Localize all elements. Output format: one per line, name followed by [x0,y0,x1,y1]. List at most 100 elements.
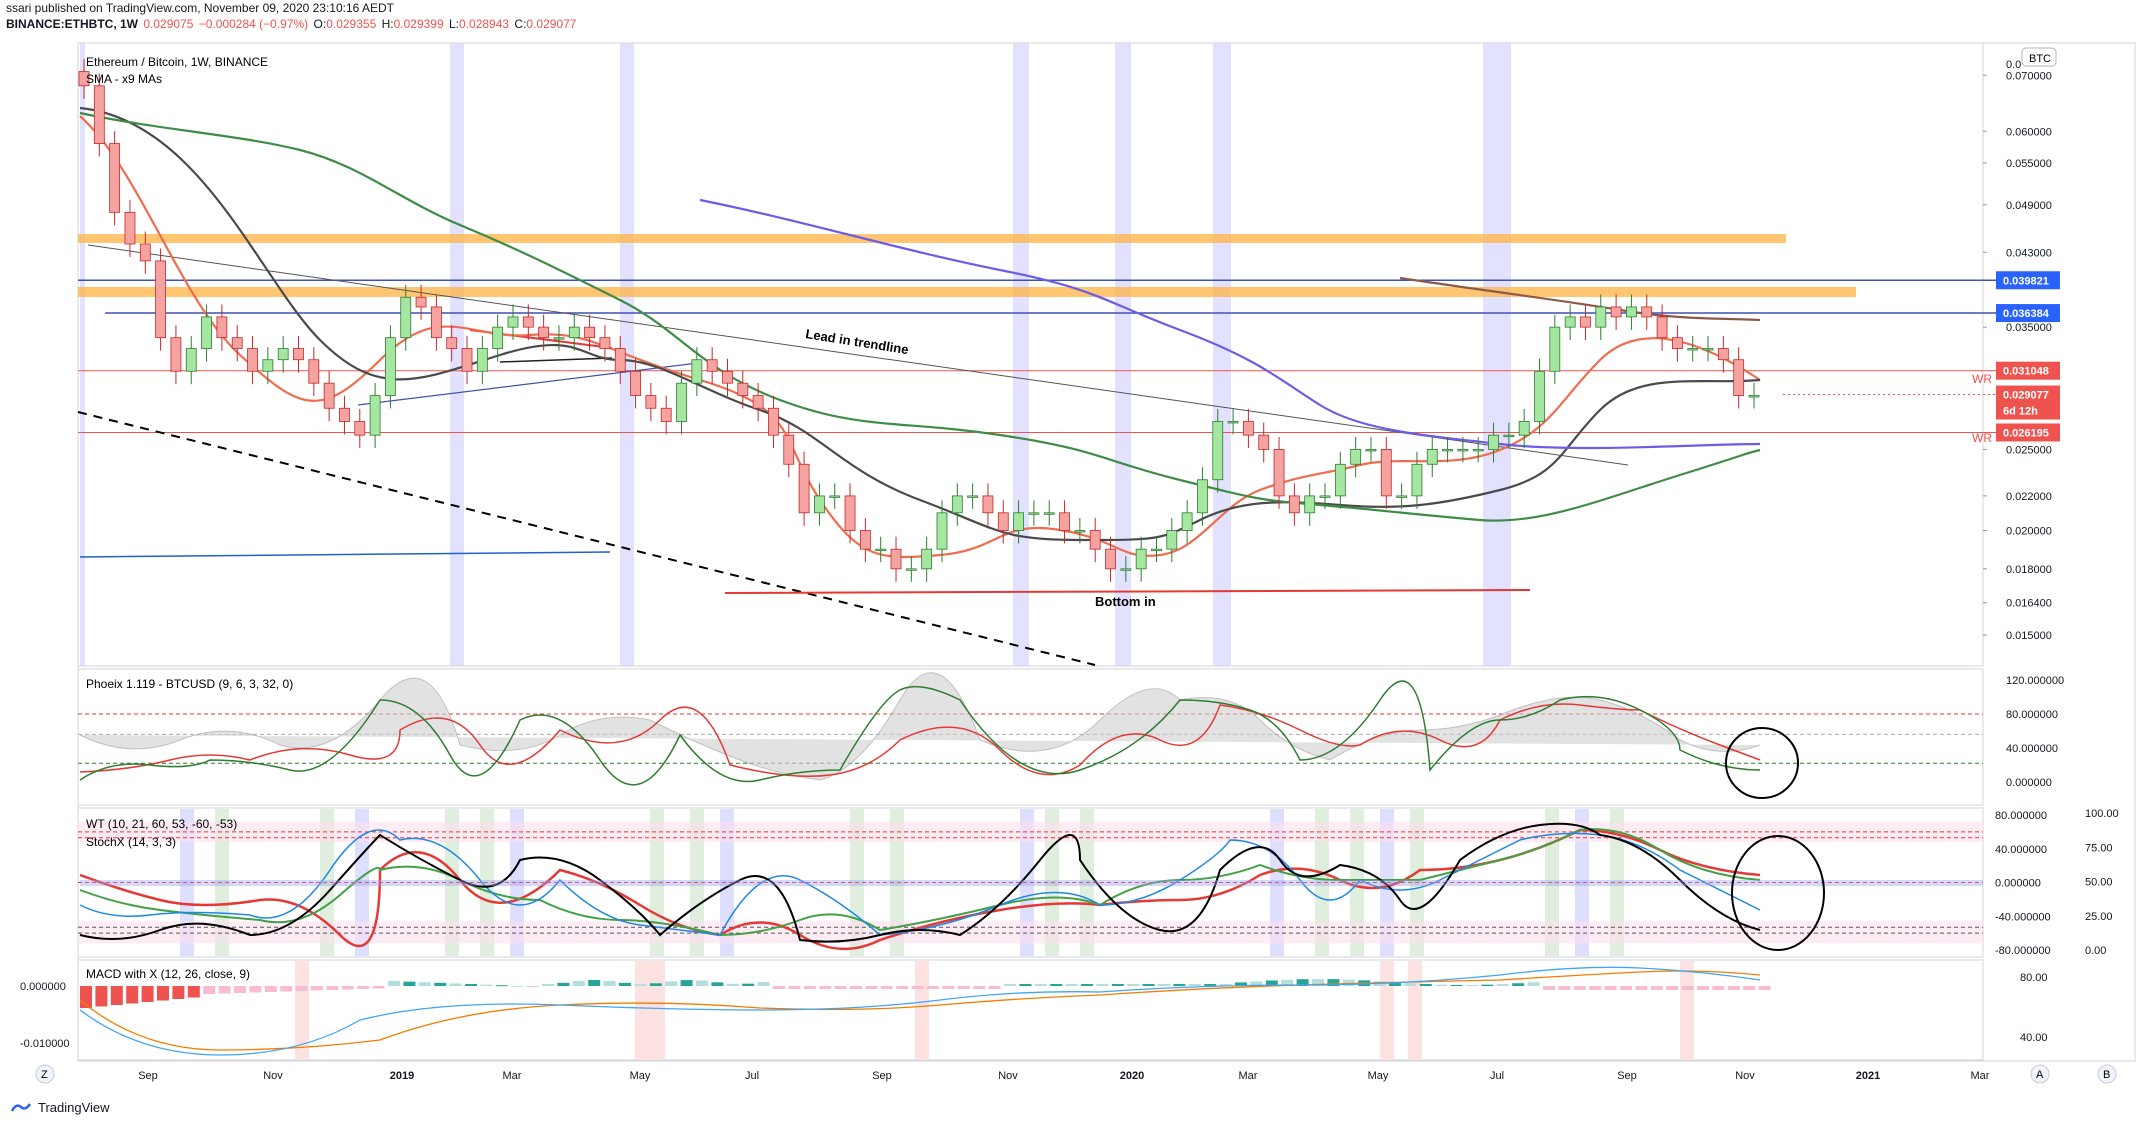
candle-body [752,395,764,409]
macd-histogram-bar [1081,984,1093,986]
y-tick-label: 0.043000 [2006,247,2052,259]
candle-body [385,337,396,396]
candle-body [1702,348,1714,351]
macd-histogram-bar [649,983,662,986]
resistance-band-lower [78,287,1856,297]
macd-histogram-bar [1127,984,1140,986]
candle-body [1472,449,1484,452]
candlestick-series [78,59,1760,582]
candle-body [492,326,504,349]
osc-highlight [1350,809,1364,956]
highlight-column [1013,43,1029,666]
candle-body [1181,512,1193,531]
wt-oversold-zone [78,921,1983,944]
macd-histogram-bar [957,986,970,989]
open-value: 0.029355 [326,17,377,31]
macd-y-label-right: 80.00 [2020,972,2048,984]
macd-histogram-bar [1635,986,1648,990]
footer-branding[interactable]: TradingView [10,1100,110,1115]
macd-histogram-bar [449,983,462,986]
macd-histogram-bar [1620,986,1632,990]
candle-body [982,495,994,514]
axis-z-button[interactable]: Z [41,1069,48,1081]
macd-histogram-bar [1065,984,1078,986]
macd-histogram-bar [1389,982,1401,986]
price-axis[interactable] [1983,74,2060,636]
candle-body [737,382,749,396]
candle-body [109,143,121,213]
phoeix-y-label: 0.000000 [2006,777,2052,789]
macd-histogram-bar [511,985,524,987]
macd-histogram-bar [1312,979,1324,986]
osc-highlight [1610,809,1624,956]
candle-body [1426,449,1438,465]
candle-body [155,260,167,339]
macd-histogram-bar [1142,984,1155,986]
candle-body [1120,568,1132,571]
osc-highlight [510,809,524,956]
candle-body [1717,348,1729,361]
currency-badge[interactable]: BTC [2021,47,2057,67]
candle-body [1656,316,1668,339]
macd-histogram-bar [742,983,755,986]
candle-body [415,296,427,308]
x-tick-label: Jul [1490,1070,1504,1082]
macd-histogram-bar [418,982,431,986]
phoeix-y-label: 40.000000 [2006,743,2058,755]
macd-histogram-bar [834,986,847,989]
candle-body [1197,479,1208,514]
macd-histogram-bar [218,986,231,994]
highlight-column [1483,43,1511,666]
macd-histogram-bar [788,986,801,989]
macd-histogram-bar [1050,984,1063,986]
macd-histogram-bar [542,983,554,986]
candle-body [93,85,105,144]
y-tick-label: 0.025000 [2006,444,2052,456]
macd-highlight [1408,961,1422,1060]
symbol-text: BINANCE:ETHBTC, 1W [6,17,138,31]
phoeix-y-label: 120.000000 [2006,675,2064,687]
macd-histogram-bar [1512,983,1525,986]
macd-histogram-bar [1604,986,1617,990]
candle-body [798,463,810,514]
macd-histogram-bar [1296,979,1309,986]
axis-buttons[interactable]: Z A B [35,1064,2117,1084]
tradingview-logo-icon [10,1102,32,1112]
macd-histogram-bar [264,986,277,992]
price-label-box [1996,385,2060,404]
y-tick-label: 0.022000 [2006,491,2052,503]
macd-histogram-bar [326,986,339,990]
candle-body [967,495,979,498]
candle-body [262,359,274,372]
macd-histogram-bar [865,986,878,989]
candle-body [522,316,534,328]
macd-histogram-bar [1188,984,1201,986]
wr-label-2: WR [1972,431,1992,445]
highlight-columns [80,43,1694,1060]
resistance-band-upper [78,234,1786,243]
macd-histogram-bar [403,981,416,986]
candle-body [1748,395,1760,398]
candle-body [1074,530,1086,533]
candle-body [430,306,442,339]
macd-histogram-bar [588,980,601,986]
macd-histogram-bar [880,986,893,989]
macd-histogram-bar [942,986,955,989]
stochx-green-line [79,828,1761,937]
axis-auto-button[interactable]: A [2036,1069,2044,1081]
candle-body [1641,306,1653,318]
candle-body [1610,306,1622,318]
candle-body [308,359,320,384]
y-tick-label: 0.035000 [2006,322,2052,334]
macd-histogram-bar [896,986,909,989]
macd-histogram-bar [1019,984,1032,986]
macd-histogram-bar [1204,984,1217,986]
black-trendline [499,357,613,363]
macd-histogram-bar [1450,984,1463,986]
candle-body [1043,512,1055,515]
candle-body [1671,337,1683,349]
axis-b-button[interactable]: B [2103,1069,2110,1081]
stochx-legend: StochX (14, 3, 3) [86,835,176,849]
phoeix-y-label: 80.000000 [2006,709,2058,721]
